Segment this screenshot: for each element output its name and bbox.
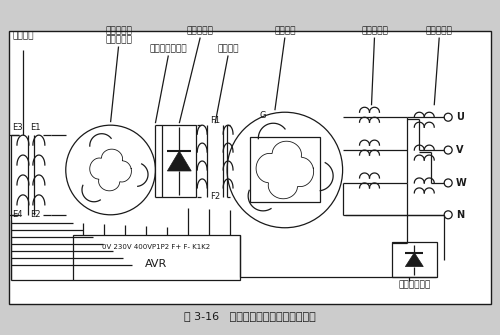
Text: 转子绕组: 转子绕组 [218, 45, 239, 54]
Text: 图 3-16   无刷三相交流发电机原理电路: 图 3-16 无刷三相交流发电机原理电路 [184, 311, 316, 321]
Text: 旋转整流器: 旋转整流器 [187, 26, 214, 36]
Text: E2: E2 [30, 210, 40, 219]
Text: 主励磁绕组: 主励磁绕组 [105, 36, 132, 45]
Bar [250, 137, 320, 202]
Text: N: N [456, 210, 464, 220]
Text: V: V [456, 145, 464, 155]
Text: U: U [456, 112, 464, 122]
Text: G: G [260, 111, 266, 120]
Text: AVR: AVR [146, 259, 168, 269]
Text: 复励绕组: 复励绕组 [12, 31, 34, 41]
Text: 复励变流器: 复励变流器 [426, 26, 452, 36]
Text: 定子绕组: 定子绕组 [274, 26, 295, 36]
Text: 0V 230V 400VP1P2 F+ F- K1K2: 0V 230V 400VP1P2 F+ F- K1K2 [102, 244, 210, 250]
Text: 励磁机定子: 励磁机定子 [105, 26, 132, 36]
Bar [9, 30, 491, 305]
Text: E4: E4 [12, 210, 22, 219]
Bar [392, 242, 437, 277]
Text: F2: F2 [210, 192, 220, 201]
Text: E1: E1 [30, 123, 40, 132]
Text: W: W [456, 178, 467, 188]
Bar [72, 235, 240, 279]
Text: E3: E3 [12, 123, 22, 132]
Text: 励磁机电枢绕组: 励磁机电枢绕组 [150, 45, 187, 54]
Bar [162, 125, 196, 197]
Text: 三相整流桥组: 三相整流桥组 [398, 280, 430, 289]
Polygon shape [168, 151, 191, 171]
Text: 调差互感器: 调差互感器 [361, 26, 388, 36]
Text: F1: F1 [210, 116, 220, 125]
Polygon shape [406, 253, 423, 267]
